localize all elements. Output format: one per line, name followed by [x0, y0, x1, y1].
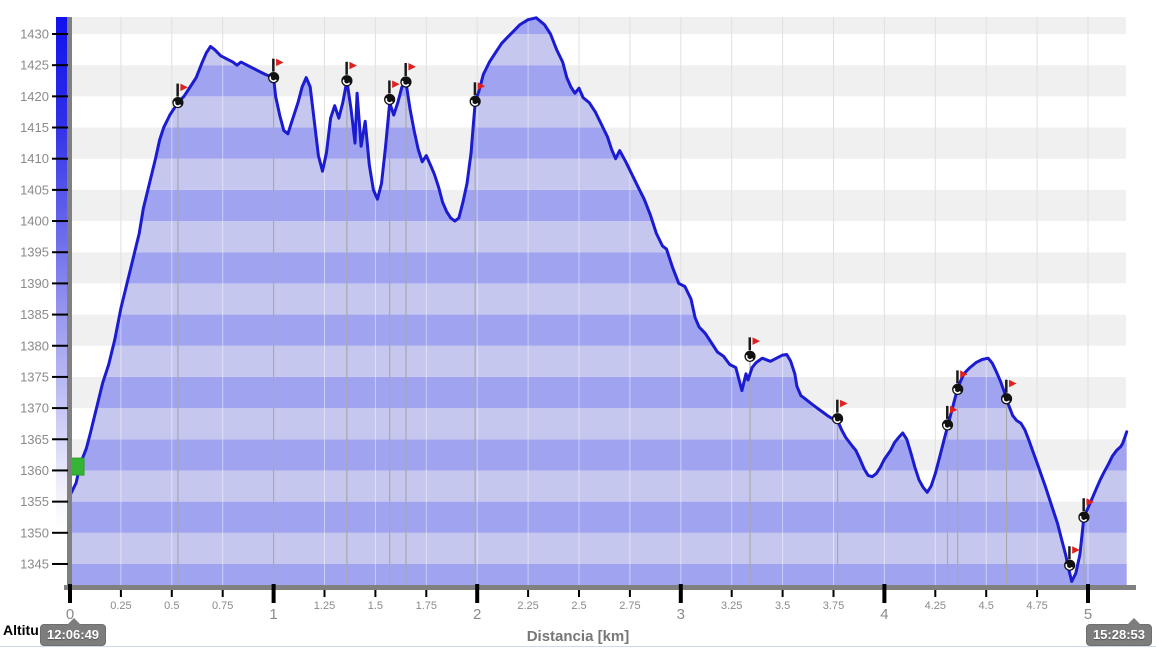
x-minor-tick-label: 2.75	[619, 600, 640, 612]
y-tick-label: 1360	[20, 463, 49, 478]
x-major-tick-label: 1	[269, 606, 277, 623]
x-axis-title: Distancia [km]	[526, 628, 630, 645]
start-time-value: 12:06:49	[47, 627, 100, 642]
red-flag-icon	[950, 405, 958, 414]
waypoint-marker[interactable]	[1064, 546, 1080, 571]
waypoint-marker[interactable]	[172, 83, 188, 109]
x-minor-tick-label: 0.75	[212, 600, 233, 612]
x-minor-tick-label: 0.25	[110, 600, 131, 612]
y-tick-label: 1425	[20, 58, 49, 73]
red-flag-icon	[349, 61, 357, 70]
waypoint-drop-lines	[177, 81, 1085, 584]
waypoint-markers	[172, 58, 1094, 571]
y-axis-bar	[67, 17, 72, 590]
waypoint-marker[interactable]	[384, 80, 400, 106]
x-minor-tick-label: 3.75	[823, 600, 844, 612]
start-time-badge: 12:06:49	[40, 618, 107, 646]
waypoint-marker[interactable]	[744, 337, 761, 362]
y-tick-label: 1390	[20, 276, 49, 291]
waypoint-marker[interactable]	[268, 58, 284, 84]
y-tick-label: 1400	[20, 214, 49, 229]
flag-pole-icon	[272, 58, 275, 72]
flag-pole-icon	[388, 80, 391, 94]
y-tick-label: 1375	[20, 369, 49, 384]
x-minor-tick-label: 0.5	[164, 600, 179, 612]
waypoint-marker[interactable]	[941, 405, 958, 431]
footer-divider	[0, 646, 1156, 647]
y-tick-label: 1420	[20, 89, 49, 104]
red-flag-icon	[180, 83, 188, 92]
y-tick-label: 1415	[20, 120, 49, 135]
y-tick-label: 1370	[20, 401, 49, 416]
waypoint-marker[interactable]	[1000, 379, 1017, 405]
y-tick-label: 1385	[20, 307, 49, 322]
x-axis-ticks: 0 1 2 3 4 5 0.25 0.5 0.75 1.25 1.5 1.75 2.25 2.5 2.75 3…	[66, 584, 1092, 623]
flag-pole-icon	[956, 370, 959, 384]
y-tick-label: 1410	[20, 151, 49, 166]
y-axis-title: Altitu	[3, 622, 39, 638]
start-badge-pointer-icon	[67, 618, 81, 625]
x-minor-tick-label: 4.5	[979, 600, 994, 612]
waypoint-marker[interactable]	[1078, 498, 1094, 523]
x-major-tick-label: 5	[1084, 606, 1092, 623]
waypoint-marker[interactable]	[952, 370, 968, 395]
x-major-tick-label: 0	[66, 606, 74, 623]
x-minor-tick-label: 4.75	[1026, 600, 1047, 612]
red-flag-icon	[1086, 498, 1094, 506]
altitude-profile-line	[68, 16, 1129, 583]
y-tick-label: 1345	[20, 556, 49, 571]
red-flag-icon	[276, 58, 284, 67]
waypoint-marker[interactable]	[469, 82, 486, 107]
x-minor-tick-label: 3.25	[721, 600, 742, 612]
flag-pole-icon	[748, 337, 752, 351]
waypoint-marker[interactable]	[341, 61, 357, 87]
end-badge-pointer-icon	[1127, 618, 1141, 625]
x-minor-tick-label: 1.5	[368, 600, 383, 612]
red-flag-icon	[1009, 379, 1017, 388]
flag-pole-icon	[1068, 546, 1071, 560]
flag-pole-icon	[1005, 379, 1008, 393]
x-axis-bar	[64, 585, 1136, 590]
red-flag-icon	[408, 63, 416, 71]
waypoint-marker[interactable]	[831, 399, 848, 425]
x-major-tick-label: 3	[677, 606, 685, 623]
red-flag-icon	[840, 399, 848, 408]
y-tick-label: 1365	[20, 432, 49, 447]
x-major-tick-label: 4	[880, 606, 888, 623]
flag-pole-icon	[345, 61, 348, 75]
flag-pole-icon	[176, 83, 179, 97]
flag-pole-icon	[404, 63, 407, 77]
red-flag-icon	[960, 370, 968, 378]
y-tick-label: 1355	[20, 494, 49, 509]
red-flag-icon	[392, 80, 400, 88]
y-tick-label: 1405	[20, 182, 49, 197]
flag-pole-icon	[946, 405, 949, 419]
x-major-tick-label: 2	[473, 606, 481, 623]
y-tick-label: 1395	[20, 245, 49, 260]
x-minor-tick-label: 1.25	[314, 600, 335, 612]
x-minor-tick-label: 4.25	[925, 600, 946, 612]
y-tick-label: 1380	[20, 338, 49, 353]
start-marker	[69, 457, 85, 476]
red-flag-icon	[1072, 546, 1080, 554]
y-axis-ticks: 1430 1425 1420 1415 1410 1405 1400 1395 1390 1385…	[20, 27, 68, 571]
waypoint-marker[interactable]	[400, 63, 416, 88]
flag-pole-icon	[1082, 498, 1085, 512]
flag-pole-icon	[473, 82, 477, 96]
x-minor-tick-label: 2.5	[571, 600, 586, 612]
flag-pole-icon	[836, 399, 839, 413]
altitude-gradient-bar	[56, 17, 67, 585]
red-flag-icon	[477, 82, 486, 90]
x-minor-tick-label: 1.75	[416, 600, 437, 612]
end-time-value: 15:28:53	[1092, 627, 1145, 642]
y-tick-label: 1350	[20, 525, 49, 540]
y-tick-label: 1430	[20, 27, 49, 42]
x-minor-tick-label: 2.25	[517, 600, 538, 612]
end-time-badge: 15:28:53	[1085, 618, 1152, 646]
red-flag-icon	[752, 337, 761, 345]
x-minor-tick-label: 3.5	[775, 600, 790, 612]
